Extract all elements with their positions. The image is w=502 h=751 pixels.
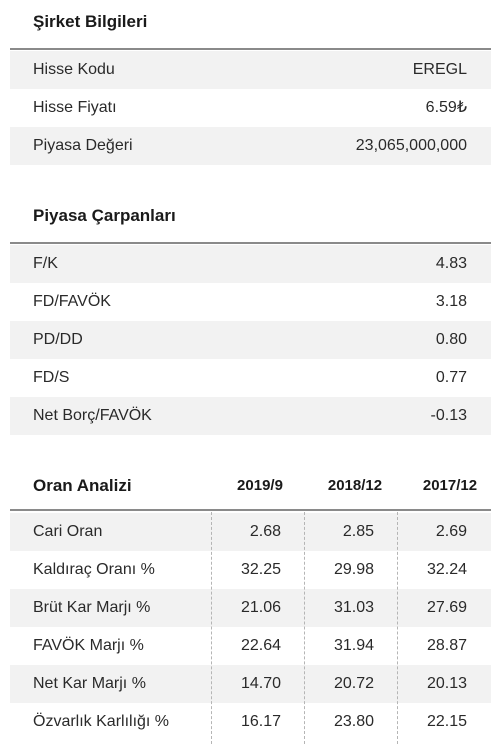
multiples-row-pb: PD/DD 0.80 xyxy=(10,321,491,359)
row-label: Net Borç/FAVÖK xyxy=(33,407,152,424)
ratio-cell: 31.94 xyxy=(333,637,374,654)
row-value: 3.18 xyxy=(435,293,467,310)
multiples-title: Piyasa Çarpanları xyxy=(33,206,176,225)
column-divider xyxy=(304,512,305,744)
row-value: 4.83 xyxy=(435,255,467,272)
row-value: -0.13 xyxy=(430,407,467,424)
row-label: Özvarlık Karlılığı % xyxy=(33,713,170,730)
ratio-cell: 31.03 xyxy=(333,599,374,616)
multiples-row-pe: F/K 4.83 xyxy=(10,245,491,283)
column-divider xyxy=(397,512,398,744)
ratios-row: Net Kar Marjı % 14.70 20.72 20.13 xyxy=(10,665,491,703)
ratio-cell: 27.69 xyxy=(426,599,467,616)
row-label: FAVÖK Marjı % xyxy=(33,637,144,654)
row-label: Hisse Kodu xyxy=(33,61,115,78)
multiples-row-net-debt-ebitda: Net Borç/FAVÖK -0.13 xyxy=(10,397,491,435)
multiples-row-ev-sales: FD/S 0.77 xyxy=(10,359,491,397)
company-row-stock-code: Hisse Kodu EREGL xyxy=(10,51,491,89)
ratio-cell: 22.64 xyxy=(240,637,281,654)
column-header: 2018/12 xyxy=(327,477,383,494)
row-label: Kaldıraç Oranı % xyxy=(33,561,155,578)
row-label: F/K xyxy=(33,255,58,272)
ratio-cell: 29.98 xyxy=(333,561,374,578)
row-label: FD/FAVÖK xyxy=(33,293,111,310)
ratio-cell: 23.80 xyxy=(333,713,374,730)
company-info-title: Şirket Bilgileri xyxy=(33,12,148,31)
multiples-rule xyxy=(10,242,491,244)
company-row-stock-price: Hisse Fiyatı 6.59₺ xyxy=(10,89,491,127)
row-value: 0.77 xyxy=(435,369,467,386)
row-value: 0.80 xyxy=(435,331,467,348)
ratio-cell: 32.25 xyxy=(240,561,281,578)
multiples-row-ev-ebitda: FD/FAVÖK 3.18 xyxy=(10,283,491,321)
row-value: 23,065,000,000 xyxy=(355,137,467,154)
row-label: Brüt Kar Marjı % xyxy=(33,599,151,616)
row-label: Cari Oran xyxy=(33,523,103,540)
column-divider xyxy=(211,512,212,744)
ratios-row: Brüt Kar Marjı % 21.06 31.03 27.69 xyxy=(10,589,491,627)
ratio-cell: 2.68 xyxy=(249,523,281,540)
row-label: PD/DD xyxy=(33,331,83,348)
ratio-cell: 20.13 xyxy=(426,675,467,692)
company-row-market-cap: Piyasa Değeri 23,065,000,000 xyxy=(10,127,491,165)
ratio-cell: 14.70 xyxy=(240,675,281,692)
ratios-row: Özvarlık Karlılığı % 16.17 23.80 22.15 xyxy=(10,703,491,741)
ratio-cell: 21.06 xyxy=(240,599,281,616)
column-header: 2017/12 xyxy=(422,477,478,494)
ratio-cell: 16.17 xyxy=(240,713,281,730)
ratio-cell: 2.69 xyxy=(435,523,467,540)
ratios-rule xyxy=(10,509,491,511)
ratio-cell: 32.24 xyxy=(426,561,467,578)
ratios-title: Oran Analizi xyxy=(33,476,132,495)
ratio-cell: 22.15 xyxy=(426,713,467,730)
ratio-cell: 2.85 xyxy=(342,523,374,540)
row-value: EREGL xyxy=(412,61,467,78)
company-info-rule xyxy=(10,48,491,50)
ratios-row: Kaldıraç Oranı % 32.25 29.98 32.24 xyxy=(10,551,491,589)
row-label: FD/S xyxy=(33,369,70,386)
row-label: Net Kar Marjı % xyxy=(33,675,146,692)
row-label: Hisse Fiyatı xyxy=(33,99,117,116)
ratio-cell: 20.72 xyxy=(333,675,374,692)
ratios-row: FAVÖK Marjı % 22.64 31.94 28.87 xyxy=(10,627,491,665)
row-label: Piyasa Değeri xyxy=(33,137,133,154)
ratio-cell: 28.87 xyxy=(426,637,467,654)
ratios-row: Cari Oran 2.68 2.85 2.69 xyxy=(10,513,491,551)
column-header: 2019/9 xyxy=(237,477,283,494)
row-value: 6.59₺ xyxy=(425,99,467,116)
